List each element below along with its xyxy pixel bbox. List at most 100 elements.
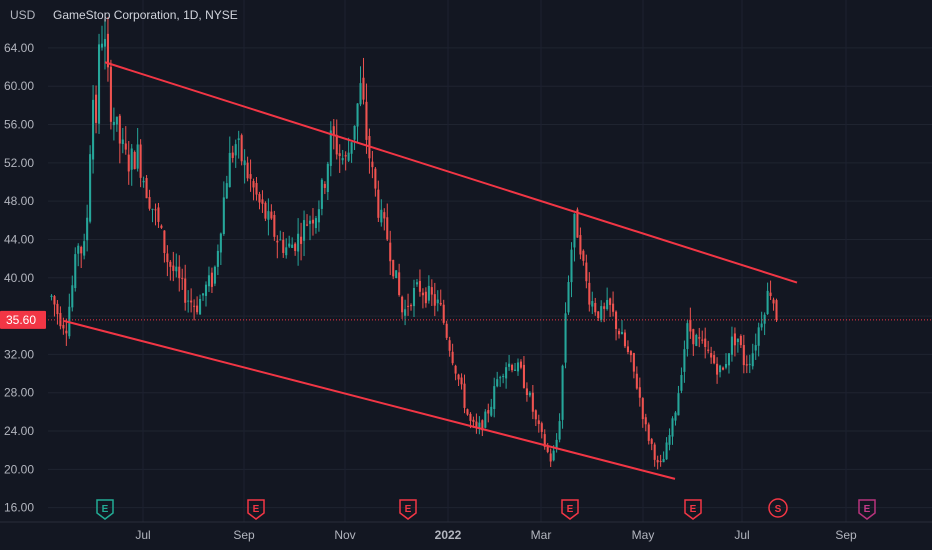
candle-body <box>617 330 621 335</box>
candle-body <box>225 183 228 199</box>
candle-body <box>493 386 496 410</box>
upper-channel-line[interactable] <box>104 61 798 284</box>
candle-body <box>692 329 695 345</box>
candle-body <box>77 245 80 254</box>
candle-body <box>210 272 213 287</box>
candle-body <box>234 144 237 156</box>
candle-body <box>154 209 157 211</box>
candle-body <box>653 444 656 460</box>
earnings-event-marker[interactable] <box>684 499 702 520</box>
y-tick-label: 52.00 <box>4 156 34 170</box>
candle-body <box>276 240 279 243</box>
candle-body <box>329 130 332 166</box>
candle-body <box>508 363 511 367</box>
candle-body <box>721 367 725 370</box>
candle-body <box>377 189 380 218</box>
candle-body <box>246 162 249 179</box>
earnings-event-marker[interactable] <box>561 499 579 520</box>
candle-body <box>635 373 638 389</box>
current-price-badge <box>0 310 46 329</box>
candle-body <box>169 261 172 267</box>
candle-body <box>528 392 531 396</box>
candle-body <box>719 365 722 373</box>
candle-body <box>626 346 629 353</box>
candle-body <box>190 300 193 303</box>
earnings-event-marker[interactable] <box>399 499 417 520</box>
candle-body <box>163 230 166 254</box>
candle-body <box>187 300 190 302</box>
earnings-event-marker[interactable] <box>858 499 876 520</box>
candle-body <box>258 194 261 203</box>
event-marker-letter: E <box>253 504 260 515</box>
candle-body <box>133 152 136 170</box>
candle-body <box>219 233 222 253</box>
lower-channel-line[interactable] <box>63 319 676 480</box>
earnings-event-marker[interactable] <box>247 499 265 520</box>
candle-body <box>353 125 356 140</box>
candle-body <box>760 323 763 328</box>
candle-body <box>412 288 416 307</box>
event-marker-letter: E <box>405 504 412 515</box>
candle-body <box>184 278 187 303</box>
candle-body <box>92 99 95 160</box>
split-event-marker[interactable] <box>768 498 788 518</box>
candle-body <box>585 262 588 282</box>
candle-body <box>344 155 347 157</box>
candle-body <box>371 161 374 168</box>
candle-body <box>769 292 772 296</box>
candle-body <box>106 33 109 68</box>
candle-body <box>638 387 641 398</box>
candle-body <box>350 142 353 154</box>
x-tick-label: Jul <box>734 528 749 542</box>
candle-body <box>395 270 398 279</box>
candle-body <box>323 183 326 188</box>
candle-body <box>641 398 644 420</box>
candle-body <box>686 323 689 349</box>
candle-body <box>445 323 448 338</box>
candle-body <box>341 158 344 161</box>
candle-body <box>591 301 594 307</box>
candle-body <box>89 154 92 222</box>
candle-body <box>139 144 142 178</box>
candle-body <box>754 345 757 351</box>
candle-body <box>543 434 546 447</box>
candle-body <box>695 334 698 346</box>
candle-body <box>433 294 436 306</box>
candle-body <box>148 196 151 209</box>
x-tick-label: May <box>632 528 655 542</box>
candle-body <box>383 212 386 219</box>
y-tick-label: 56.00 <box>4 118 34 132</box>
grid <box>48 0 932 522</box>
x-tick-label: Mar <box>531 528 552 542</box>
candle-body <box>469 413 472 421</box>
candle-body <box>579 235 582 255</box>
candle-body <box>600 306 603 320</box>
candle-body <box>80 246 83 254</box>
candle-body <box>407 305 410 307</box>
candle-body <box>100 43 104 48</box>
candle-body <box>356 103 359 127</box>
candle-body <box>103 39 107 47</box>
earnings-event-marker[interactable] <box>96 499 114 520</box>
candle-body <box>632 353 635 372</box>
candle-body <box>145 178 148 199</box>
candle-body <box>439 302 442 305</box>
candle-body <box>748 363 751 365</box>
y-tick-label: 40.00 <box>4 271 34 285</box>
y-tick-label: 24.00 <box>4 424 34 438</box>
candle-body <box>166 253 169 263</box>
candle-body <box>671 418 674 437</box>
candle-body <box>97 44 101 124</box>
candle-body <box>142 180 145 183</box>
y-tick-label: 44.00 <box>4 232 34 246</box>
event-marker-letter: E <box>864 504 871 515</box>
candle-body <box>612 303 615 312</box>
candle-body <box>112 121 115 126</box>
candle-body <box>83 241 86 256</box>
candle-body <box>240 135 243 162</box>
candle-body <box>680 375 683 391</box>
candle-body <box>594 302 597 313</box>
candle-body <box>516 362 520 372</box>
candle-body <box>531 392 534 412</box>
